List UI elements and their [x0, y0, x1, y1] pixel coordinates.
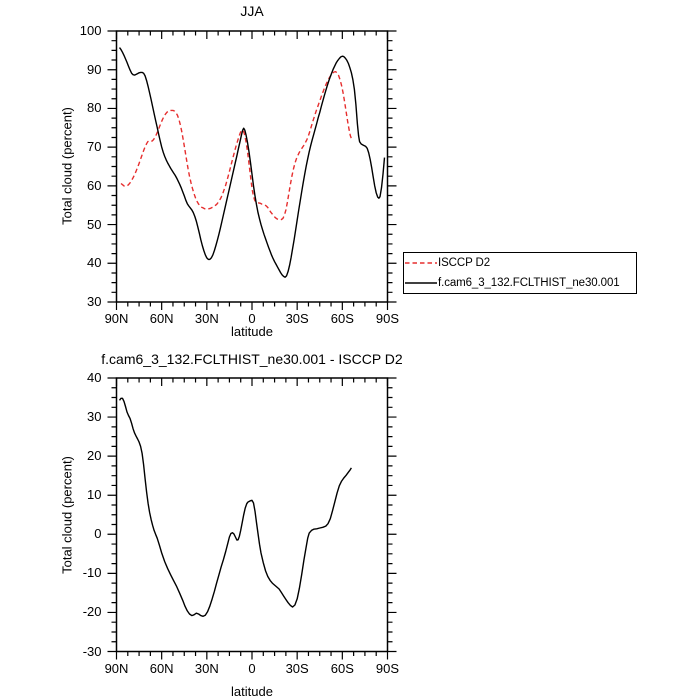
x-tick-label: 30N: [194, 660, 219, 676]
axis-ticks: [107, 377, 397, 660]
dashed-line-sample-icon: [405, 262, 437, 264]
y-tick-label: -20: [82, 604, 102, 620]
y-tick-label: 90: [87, 61, 102, 77]
bottom-x-axis-label: latitude: [231, 684, 273, 699]
bottom-y-axis-label: Total cloud (percent): [59, 456, 75, 574]
x-tick-label: 90N: [104, 660, 129, 676]
x-tick-label: 60N: [149, 311, 174, 326]
top-chart-title: JJA: [240, 3, 264, 19]
legend-label-isccp: ISCCP D2: [438, 257, 491, 269]
y-tick-label: 30: [87, 294, 102, 309]
y-tick-label: 20: [87, 448, 102, 464]
x-tick-label: 60S: [330, 311, 354, 326]
x-tick-label: 30N: [194, 311, 219, 326]
y-tick-label: 40: [87, 370, 102, 385]
x-tick-label: 0: [248, 660, 256, 676]
y-tick-label: 70: [87, 139, 102, 155]
legend-label-model: f.cam6_3_132.FCLTHIST_ne30.001: [438, 277, 620, 289]
x-tick-label: 90S: [375, 660, 400, 676]
x-tick-label: 90N: [104, 311, 129, 326]
y-tick-label: 0: [94, 526, 102, 542]
series-line-f-cam6-3-132-fclthist-ne30-001: [118, 47, 386, 278]
x-tick-label: 60N: [149, 660, 174, 676]
top-x-axis-label: latitude: [231, 324, 273, 339]
y-tick-label: -10: [82, 565, 102, 581]
solid-line-sample-icon: [405, 282, 437, 284]
series-line-f-cam6-3-132-fclthist-ne30-001-isccp-d2: [118, 397, 352, 617]
y-tick-label: 10: [87, 487, 102, 503]
y-tick-label: 30: [87, 409, 102, 425]
x-tick-label: 0: [248, 311, 256, 326]
y-tick-label: 60: [87, 177, 102, 193]
plot-frame: [115, 377, 389, 653]
x-tick-label: 90S: [375, 311, 400, 326]
legend-item-isccp: ISCCP D2: [404, 253, 636, 273]
bottom-chart-title: f.cam6_3_132.FCLTHIST_ne30.001 - ISCCP D…: [101, 351, 403, 367]
legend-item-model: f.cam6_3_132.FCLTHIST_ne30.001: [404, 273, 636, 293]
x-tick-label: 60S: [330, 660, 354, 676]
y-tick-label: -30: [82, 643, 102, 659]
y-tick-label: 50: [87, 216, 102, 232]
legend-box: ISCCP D2 f.cam6_3_132.FCLTHIST_ne30.001: [403, 252, 637, 294]
x-tick-label: 30S: [285, 311, 309, 326]
x-tick-label: 30S: [285, 660, 309, 676]
y-tick-label: 80: [87, 100, 102, 116]
y-tick-label: 100: [79, 23, 102, 38]
y-tick-label: 40: [87, 255, 102, 271]
axis-ticks: [107, 30, 397, 310]
